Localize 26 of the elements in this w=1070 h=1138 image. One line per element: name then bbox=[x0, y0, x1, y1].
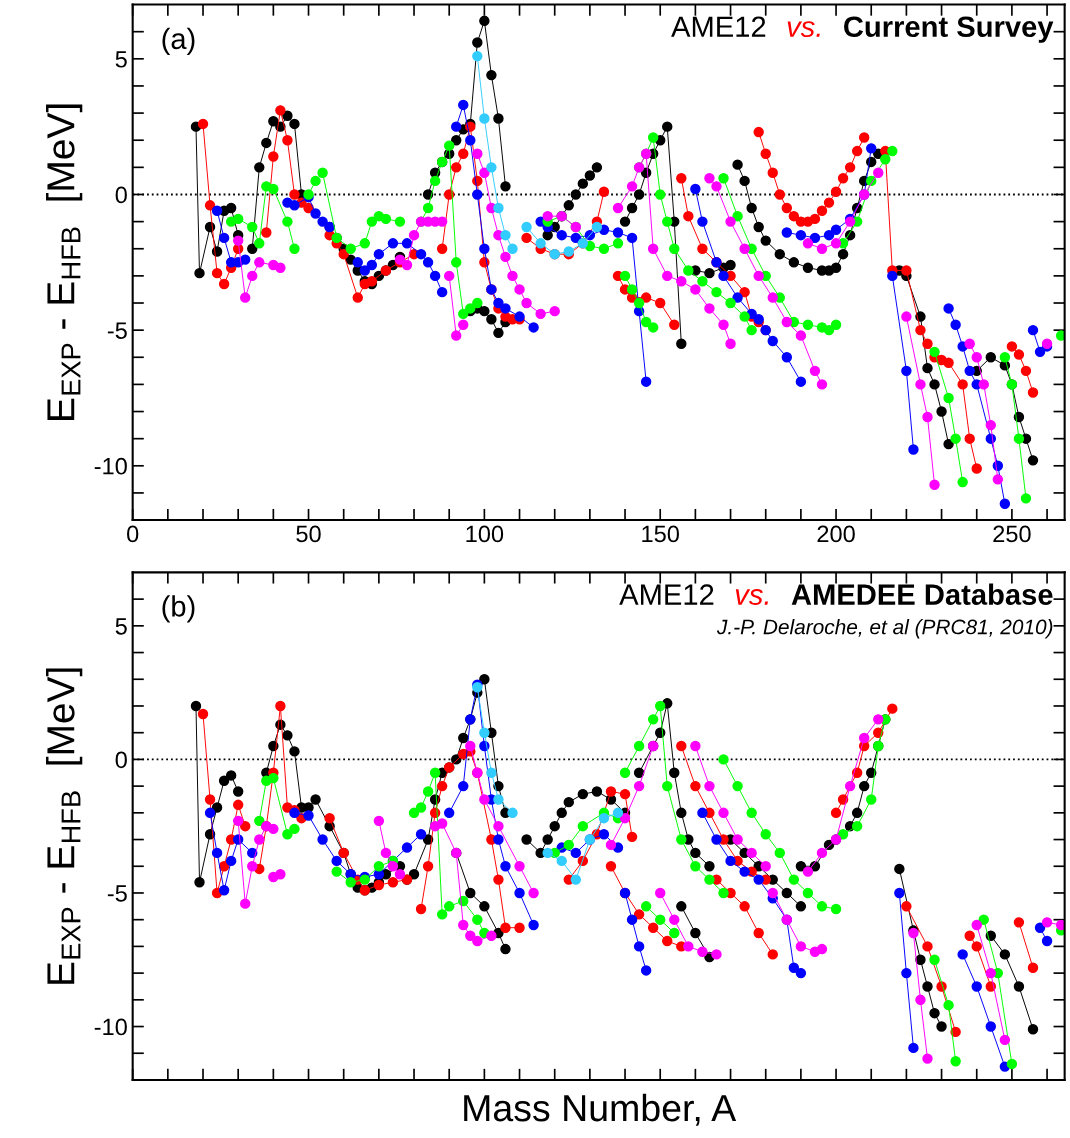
y-tick-label: -10 bbox=[94, 457, 127, 475]
annotation: vs. bbox=[787, 21, 820, 38]
y-tick-label: 5 bbox=[115, 51, 127, 68]
annotation: (b) bbox=[162, 595, 195, 623]
x-tick-label: 200 bbox=[817, 525, 855, 543]
annotation: AME12 bbox=[671, 16, 766, 37]
annotation: AMEDEE Database bbox=[791, 583, 1053, 605]
x-tick-label: 250 bbox=[993, 525, 1031, 543]
x-tick-label: 150 bbox=[642, 525, 679, 543]
annotation: vs. bbox=[735, 589, 768, 605]
y-tick-label: -5 bbox=[107, 322, 127, 339]
x-axis-title: Mass Number, A bbox=[464, 1093, 737, 1126]
y-axis-title: E$_{EXP}$ - E$_{HFB}$ [MeV] bbox=[46, 104, 83, 420]
x-tick-label: 50 bbox=[296, 525, 321, 543]
x-tick-label: 100 bbox=[466, 525, 504, 543]
annotation: Current Survey bbox=[844, 16, 1054, 43]
y-tick-label: -10 bbox=[94, 1018, 127, 1036]
y-tick-label: 5 bbox=[115, 618, 127, 635]
annotation: J.-P. Delaroche, et al (PRC81, 2010) bbox=[716, 619, 1053, 639]
annotation: AME12 bbox=[619, 584, 714, 605]
y-tick-label: -5 bbox=[107, 885, 127, 902]
y-tick-label: 0 bbox=[115, 186, 127, 204]
y-axis-title: E$_{EXP}$ - E$_{HFB}$ [MeV] bbox=[46, 668, 83, 984]
annotation: (a) bbox=[162, 27, 195, 55]
x-tick-label: 0 bbox=[127, 525, 139, 543]
y-tick-label: 0 bbox=[115, 751, 127, 769]
